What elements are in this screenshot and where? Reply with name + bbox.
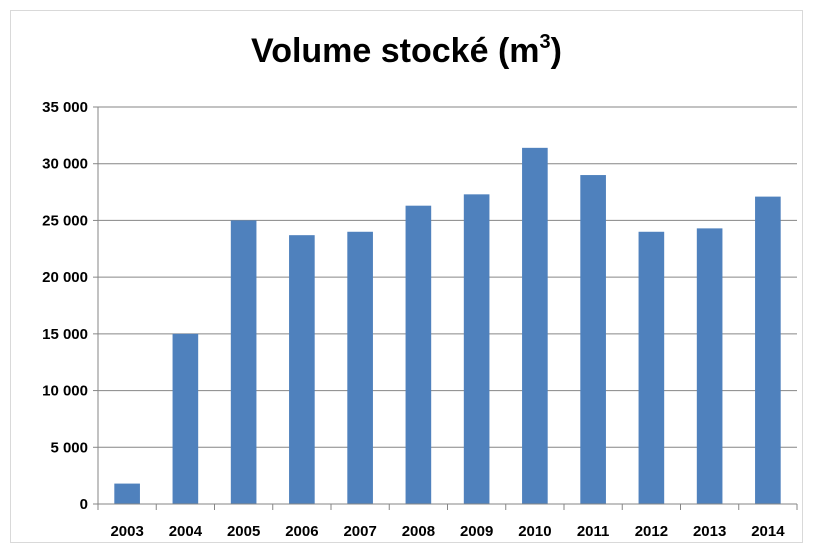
bar-2005 <box>230 220 257 504</box>
bar-2003 <box>114 483 140 504</box>
x-tick-label: 2011 <box>577 523 610 540</box>
y-tick-label: 15 000 <box>42 326 88 343</box>
x-tick-label: 2014 <box>751 523 785 540</box>
x-tick-label: 2006 <box>285 523 318 540</box>
bar-2007 <box>347 231 373 504</box>
bar-2011 <box>580 175 606 505</box>
y-tick-label: 0 <box>80 496 88 513</box>
axes <box>93 106 798 510</box>
x-tick-label: 2008 <box>402 523 435 540</box>
y-tick-label: 30 000 <box>42 156 88 173</box>
x-tick-label: 2007 <box>343 523 376 540</box>
gridlines <box>98 106 797 448</box>
x-tick-label: 2012 <box>635 523 668 540</box>
x-tick-label: 2004 <box>169 523 203 540</box>
bar-2013 <box>696 228 723 504</box>
bar-2014 <box>755 196 781 504</box>
y-tick-label: 25 000 <box>42 212 88 229</box>
x-tick-label: 2010 <box>518 523 551 540</box>
chart-title-suffix: ) <box>550 32 562 70</box>
bars <box>114 147 781 505</box>
y-tick-label: 5 000 <box>50 439 88 456</box>
chart-title-text: Volume stocké (m <box>251 32 540 70</box>
chart-title-superscript: 3 <box>539 30 551 53</box>
x-tick-label: 2013 <box>693 523 726 540</box>
chart-title: Volume stocké (m3) <box>0 30 813 71</box>
y-tick-label: 35 000 <box>42 99 88 116</box>
bar-2004 <box>172 333 199 504</box>
tick-labels: 0 5 000 10 000 15 000 20 000 25 000 30 000 35 0… <box>42 99 785 540</box>
x-tick-label: 2005 <box>227 523 260 540</box>
bar-2009 <box>463 194 490 504</box>
x-tick-label: 2003 <box>110 523 143 540</box>
y-tick-label: 20 000 <box>42 269 88 286</box>
bar-2006 <box>289 235 315 504</box>
bar-2012 <box>638 231 665 504</box>
bar-2008 <box>405 205 432 504</box>
y-tick-label: 10 000 <box>42 383 88 400</box>
bar-2010 <box>522 147 548 504</box>
x-tick-label: 2009 <box>460 523 493 540</box>
